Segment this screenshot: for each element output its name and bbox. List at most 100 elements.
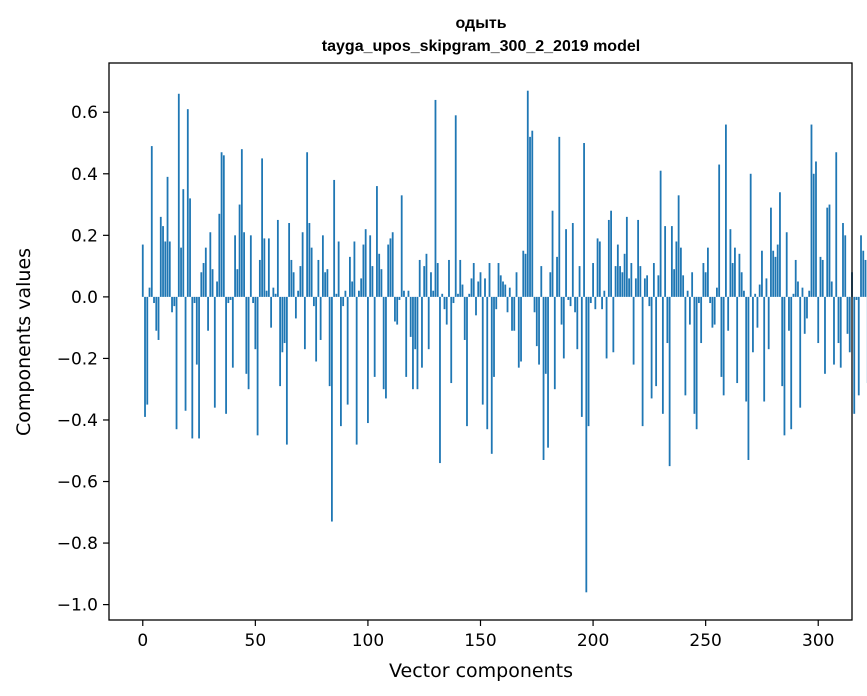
bar	[621, 272, 624, 297]
bar	[285, 296, 288, 445]
bar	[486, 296, 489, 430]
bar	[472, 263, 475, 297]
bar	[272, 287, 275, 297]
bar	[421, 296, 423, 368]
bar	[533, 296, 536, 313]
bar	[270, 296, 273, 328]
bar	[657, 275, 660, 297]
bar	[812, 173, 815, 297]
bar	[321, 235, 324, 297]
bar	[166, 176, 169, 297]
bar	[258, 259, 261, 297]
bar	[567, 296, 570, 300]
bar	[819, 256, 822, 297]
bar	[490, 296, 493, 454]
x-tick-label: 300	[802, 631, 834, 651]
bar	[650, 296, 653, 399]
bar	[842, 223, 844, 297]
bar	[459, 259, 462, 297]
y-tick-label: 0.2	[71, 226, 98, 246]
bar	[200, 272, 203, 297]
bar	[729, 229, 732, 297]
bar	[783, 296, 786, 436]
bar	[700, 296, 703, 344]
bar	[279, 296, 282, 387]
bar	[828, 204, 831, 297]
bar	[274, 293, 277, 297]
bar	[326, 269, 329, 297]
bar	[213, 296, 216, 408]
bar	[661, 296, 664, 414]
bar	[195, 296, 198, 365]
bar	[310, 247, 313, 297]
bar	[443, 296, 446, 310]
bar	[513, 296, 516, 331]
chart-title: одыть	[455, 15, 506, 32]
bar	[544, 296, 547, 374]
bar	[351, 281, 354, 297]
x-tick-label: 250	[689, 631, 721, 651]
bar	[333, 179, 336, 297]
bar	[749, 173, 752, 297]
bar	[594, 296, 597, 310]
bar	[349, 256, 351, 297]
bar	[385, 296, 387, 399]
bar	[558, 136, 561, 297]
bar	[222, 155, 225, 297]
bar	[191, 296, 194, 439]
bar	[376, 186, 378, 297]
bar	[553, 296, 556, 390]
bar	[583, 143, 585, 297]
bar	[551, 210, 554, 297]
bar	[578, 266, 581, 297]
bar	[641, 296, 644, 427]
bar	[855, 296, 858, 300]
bar	[252, 296, 254, 304]
bar	[265, 290, 268, 297]
bar	[150, 146, 153, 297]
bar	[560, 296, 563, 325]
bar	[276, 219, 279, 297]
bar	[353, 241, 356, 297]
bar	[839, 296, 842, 368]
bar	[450, 296, 453, 384]
y-tick-label: −0.4	[57, 411, 98, 431]
bar	[709, 296, 712, 304]
bar	[862, 250, 865, 297]
bar	[531, 130, 534, 297]
chart-subtitle: tayga_upos_skipgram_300_2_2019 model	[322, 38, 640, 55]
bar	[691, 272, 694, 297]
bar	[378, 253, 381, 297]
bar	[396, 296, 399, 325]
bar	[576, 296, 579, 350]
bar	[686, 290, 689, 297]
bar	[283, 296, 286, 344]
bar	[720, 296, 723, 377]
bar	[193, 296, 196, 304]
bar	[502, 281, 504, 297]
bar	[430, 272, 432, 297]
bar	[738, 253, 741, 297]
bar	[637, 219, 640, 297]
y-tick-label: −0.2	[57, 349, 98, 369]
bar	[864, 259, 867, 297]
bar	[373, 296, 376, 377]
bar	[175, 296, 178, 430]
bar	[243, 232, 245, 297]
bar	[765, 278, 768, 297]
bar	[605, 296, 608, 359]
bars-group	[141, 90, 867, 593]
bar	[189, 198, 191, 297]
bar	[141, 244, 144, 297]
bar	[367, 296, 369, 424]
bar	[571, 223, 574, 297]
bar	[704, 272, 707, 297]
y-axis-ticks: −1.0 −0.8 −0.6 −0.4 −0.2 0.0 0.2 0.4 0.6	[57, 103, 109, 616]
bar	[736, 296, 739, 384]
bar	[414, 296, 417, 350]
bar	[328, 296, 331, 387]
bar	[439, 296, 441, 464]
bar	[475, 296, 477, 316]
bar	[731, 263, 734, 297]
bar	[598, 241, 601, 297]
